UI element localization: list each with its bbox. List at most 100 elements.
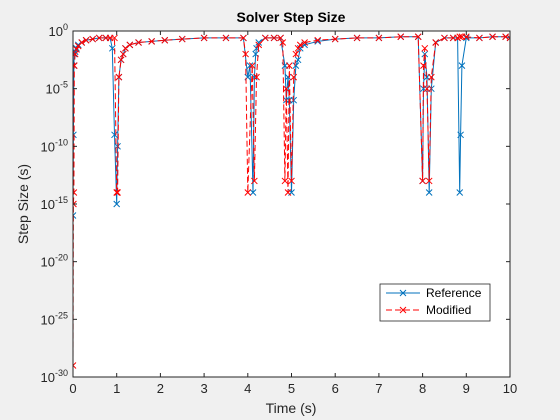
legend-box xyxy=(379,283,491,322)
data-point xyxy=(292,50,300,58)
data-point xyxy=(111,34,118,42)
data-point xyxy=(292,62,300,69)
x-axis: 0 1 2 3 4 5 6 7 8 9 10 xyxy=(69,31,517,396)
data-point xyxy=(462,33,470,41)
data-point xyxy=(397,33,405,41)
y-tick-label: 10-25 xyxy=(41,310,68,327)
data-point xyxy=(456,189,464,196)
legend-entry-modified: Modified xyxy=(386,303,471,317)
data-point xyxy=(251,177,258,185)
y-tick-base: 10 xyxy=(41,255,55,270)
data-point xyxy=(73,362,77,369)
y-tick-label: 10-5 xyxy=(46,80,68,97)
data-point xyxy=(119,50,127,58)
y-tick-exponent: -10 xyxy=(55,137,68,147)
data-point xyxy=(78,39,86,46)
data-point xyxy=(242,50,249,58)
data-point xyxy=(261,34,269,42)
data-point xyxy=(290,73,298,81)
x-tick-label: 3 xyxy=(200,381,207,396)
x-tick-label: 6 xyxy=(332,381,339,396)
legend: Reference Modified xyxy=(379,283,491,322)
data-point xyxy=(122,44,129,52)
series-line xyxy=(73,36,510,366)
x-tick-label: 8 xyxy=(419,381,426,396)
x-tick-label: 2 xyxy=(157,381,164,396)
data-point xyxy=(458,62,466,69)
data-point xyxy=(423,85,431,93)
data-point xyxy=(353,34,361,42)
data-point xyxy=(296,41,304,49)
x-axis-title: Time (s) xyxy=(266,400,317,416)
data-point xyxy=(82,36,90,44)
x-tick-label: 0 xyxy=(69,381,76,396)
x-tick-label: 5 xyxy=(288,381,295,396)
y-tick-base: 10 xyxy=(41,139,55,154)
data-point xyxy=(489,33,496,41)
data-point xyxy=(456,33,464,41)
y-tick-base: 10 xyxy=(49,24,63,39)
y-tick-label: 10-30 xyxy=(41,368,68,385)
data-point xyxy=(200,34,208,42)
data-point xyxy=(331,35,339,43)
y-tick-label: 10-15 xyxy=(41,195,68,212)
data-point xyxy=(414,33,422,41)
y-tick-base: 10 xyxy=(46,82,60,97)
data-point xyxy=(244,189,252,196)
data-point xyxy=(314,38,322,45)
data-point xyxy=(222,34,230,42)
chart-title: Solver Step Size xyxy=(237,9,346,25)
data-point xyxy=(421,44,429,52)
x-tick-label: 4 xyxy=(244,381,251,396)
legend-marker xyxy=(399,289,407,297)
x-tick-label: 10 xyxy=(503,381,517,396)
data-point xyxy=(294,44,302,52)
data-point xyxy=(74,41,82,49)
data-point xyxy=(115,73,123,81)
data-point xyxy=(282,85,290,93)
data-point xyxy=(270,34,278,42)
data-point xyxy=(441,34,448,42)
y-tick-exponent: -20 xyxy=(55,253,68,263)
data-point xyxy=(113,200,121,208)
data-point xyxy=(253,73,260,81)
y-tick-base: 10 xyxy=(41,312,55,327)
data-point xyxy=(73,62,78,69)
data-point xyxy=(73,189,78,196)
data-point xyxy=(248,62,256,69)
data-point xyxy=(255,41,263,49)
data-point xyxy=(314,36,322,44)
data-point xyxy=(279,39,287,46)
data-point xyxy=(457,131,464,139)
y-tick-base: 10 xyxy=(41,197,55,212)
data-point xyxy=(425,177,433,185)
y-tick-label: 100 xyxy=(49,22,68,39)
data-point xyxy=(148,38,156,45)
data-point xyxy=(419,177,426,185)
data-point xyxy=(114,189,121,196)
data-point xyxy=(427,73,435,81)
data-point xyxy=(425,189,433,196)
data-point xyxy=(432,39,440,46)
data-point xyxy=(117,56,125,64)
data-point xyxy=(301,39,308,46)
data-point xyxy=(506,34,510,42)
legend-entry-reference: Reference xyxy=(386,286,482,300)
data-point xyxy=(462,34,470,42)
legend-label: Reference xyxy=(426,286,482,300)
data-point xyxy=(502,33,509,41)
x-tick-label: 1 xyxy=(113,381,120,396)
data-point xyxy=(73,50,78,58)
data-point xyxy=(89,35,97,43)
y-tick-label: 10-10 xyxy=(41,137,68,154)
y-tick-exponent: 0 xyxy=(63,22,68,32)
y-tick-exponent: -25 xyxy=(55,310,68,320)
y-tick-exponent: -30 xyxy=(55,368,68,378)
series-modified xyxy=(73,33,510,369)
legend-label: Modified xyxy=(426,303,471,317)
data-point xyxy=(255,39,263,46)
data-point xyxy=(111,131,118,139)
legend-marker xyxy=(399,306,407,314)
data-point xyxy=(294,56,302,64)
